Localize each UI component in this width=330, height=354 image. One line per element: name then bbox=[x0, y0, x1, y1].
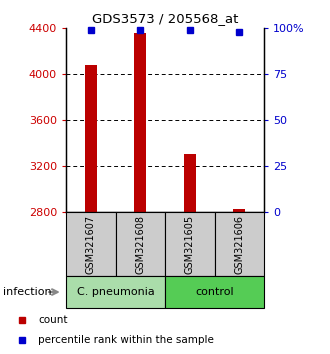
Text: control: control bbox=[195, 287, 234, 297]
Text: GSM321608: GSM321608 bbox=[135, 215, 145, 274]
Bar bbox=[115, 212, 165, 276]
Bar bbox=[165, 276, 264, 308]
Bar bbox=[165, 212, 214, 276]
Bar bbox=[84, 65, 97, 212]
Bar bbox=[183, 154, 196, 212]
Bar bbox=[233, 209, 246, 212]
Bar bbox=[66, 212, 115, 276]
Text: count: count bbox=[38, 315, 68, 325]
Text: infection: infection bbox=[3, 287, 52, 297]
Text: percentile rank within the sample: percentile rank within the sample bbox=[38, 335, 214, 344]
Text: GSM321607: GSM321607 bbox=[86, 215, 96, 274]
Text: GSM321605: GSM321605 bbox=[185, 215, 195, 274]
Bar bbox=[66, 276, 165, 308]
Text: GSM321606: GSM321606 bbox=[234, 215, 244, 274]
Text: GDS3573 / 205568_at: GDS3573 / 205568_at bbox=[92, 12, 238, 25]
Bar bbox=[214, 212, 264, 276]
Bar bbox=[134, 34, 147, 212]
Text: C. pneumonia: C. pneumonia bbox=[77, 287, 154, 297]
